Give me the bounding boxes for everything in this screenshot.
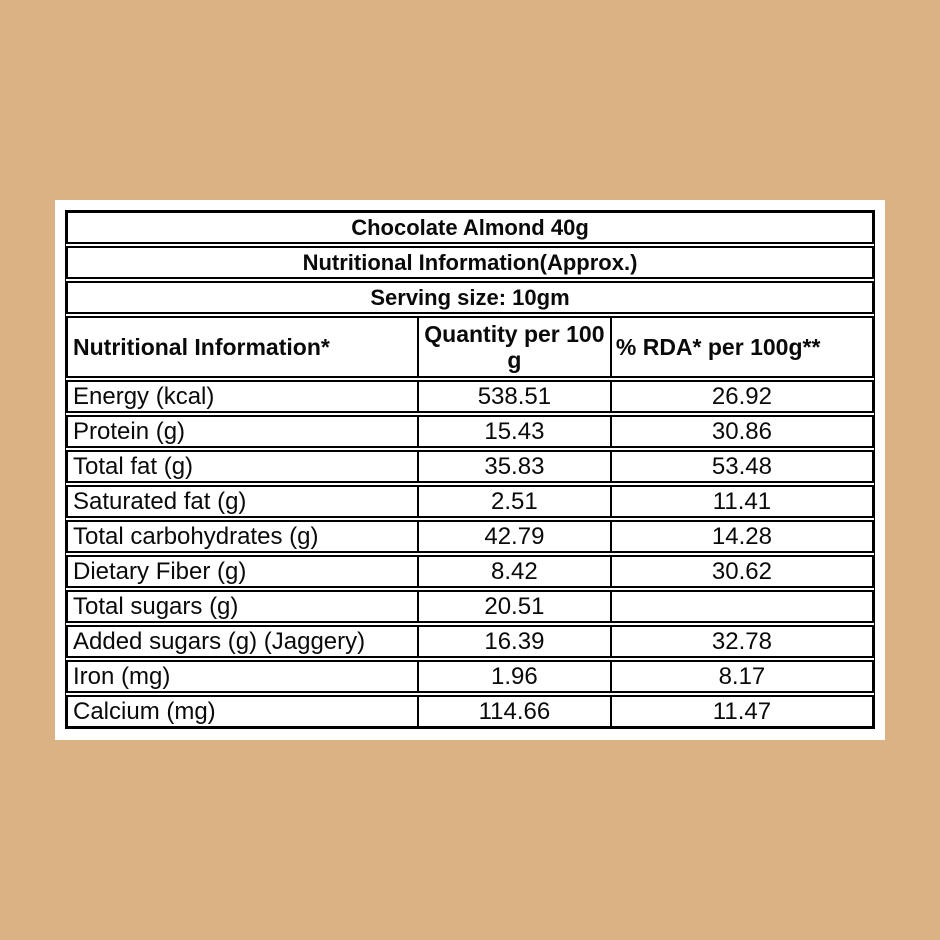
cell-label: Added sugars (g) (Jaggery) bbox=[73, 627, 366, 655]
cell-rda: 53.48 bbox=[609, 452, 872, 481]
cell-label: Total carbohydrates (g) bbox=[73, 522, 319, 550]
cell-label: Total sugars (g) bbox=[73, 592, 239, 620]
serving-size-row: Serving size: 10gm bbox=[66, 281, 874, 314]
cell-quantity: 114.66 bbox=[416, 697, 610, 726]
cell-label: Dietary Fiber (g) bbox=[73, 557, 247, 585]
cell-quantity: 1.96 bbox=[416, 662, 610, 691]
cell-label: Iron (mg) bbox=[73, 662, 171, 690]
cell-quantity: 16.39 bbox=[416, 627, 610, 656]
table-row: Added sugars (g) (Jaggery) 16.39 32.78 bbox=[66, 625, 874, 658]
subtitle-row: Nutritional Information(Approx.) bbox=[66, 246, 874, 279]
cell-quantity: 20.51 bbox=[416, 592, 610, 621]
cell-label: Protein (g) bbox=[73, 417, 186, 445]
table-row: Calcium (mg) 114.66 11.47 bbox=[66, 695, 874, 728]
cell-label: Calcium (mg) bbox=[73, 697, 216, 725]
subtitle: Nutritional Information(Approx.) bbox=[302, 249, 638, 275]
table-row: Energy (kcal) 538.51 26.92 bbox=[66, 380, 874, 413]
cell-rda bbox=[609, 592, 872, 621]
product-title: Chocolate Almond 40g bbox=[351, 214, 589, 240]
label-card: Chocolate Almond 40g Nutritional Informa… bbox=[55, 200, 885, 740]
cell-rda: 11.47 bbox=[609, 697, 872, 726]
header-cell-nutrient: Nutritional Information* bbox=[73, 333, 330, 360]
cell-quantity: 2.51 bbox=[416, 487, 610, 516]
cell-quantity: 8.42 bbox=[416, 557, 610, 586]
cell-rda: 32.78 bbox=[609, 627, 872, 656]
cell-quantity: 15.43 bbox=[416, 417, 610, 446]
header-cell-rda: % RDA* per 100g** bbox=[609, 318, 872, 376]
cell-quantity: 538.51 bbox=[416, 382, 610, 411]
cell-label: Saturated fat (g) bbox=[73, 487, 247, 515]
cell-rda: 26.92 bbox=[609, 382, 872, 411]
header-cell-quantity: Quantity per 100 g bbox=[416, 318, 610, 376]
table-row: Total carbohydrates (g) 42.79 14.28 bbox=[66, 520, 874, 553]
table-row: Dietary Fiber (g) 8.42 30.62 bbox=[66, 555, 874, 588]
table-row: Iron (mg) 1.96 8.17 bbox=[66, 660, 874, 693]
table-row: Total sugars (g) 20.51 bbox=[66, 590, 874, 623]
table-row: Protein (g) 15.43 30.86 bbox=[66, 415, 874, 448]
cell-rda: 14.28 bbox=[609, 522, 872, 551]
nutrition-table: Chocolate Almond 40g Nutritional Informa… bbox=[65, 210, 875, 729]
cell-rda: 11.41 bbox=[609, 487, 872, 516]
cell-label: Energy (kcal) bbox=[73, 382, 215, 410]
cell-label: Total fat (g) bbox=[73, 452, 194, 480]
cell-rda: 8.17 bbox=[609, 662, 872, 691]
serving-size: Serving size: 10gm bbox=[370, 284, 570, 310]
table-row: Saturated fat (g) 2.51 11.41 bbox=[66, 485, 874, 518]
product-title-row: Chocolate Almond 40g bbox=[66, 211, 874, 244]
table-row: Total fat (g) 35.83 53.48 bbox=[66, 450, 874, 483]
cell-quantity: 35.83 bbox=[416, 452, 610, 481]
cell-quantity: 42.79 bbox=[416, 522, 610, 551]
cell-rda: 30.62 bbox=[609, 557, 872, 586]
cell-rda: 30.86 bbox=[609, 417, 872, 446]
column-header-row: Nutritional Information* Quantity per 10… bbox=[66, 316, 874, 378]
